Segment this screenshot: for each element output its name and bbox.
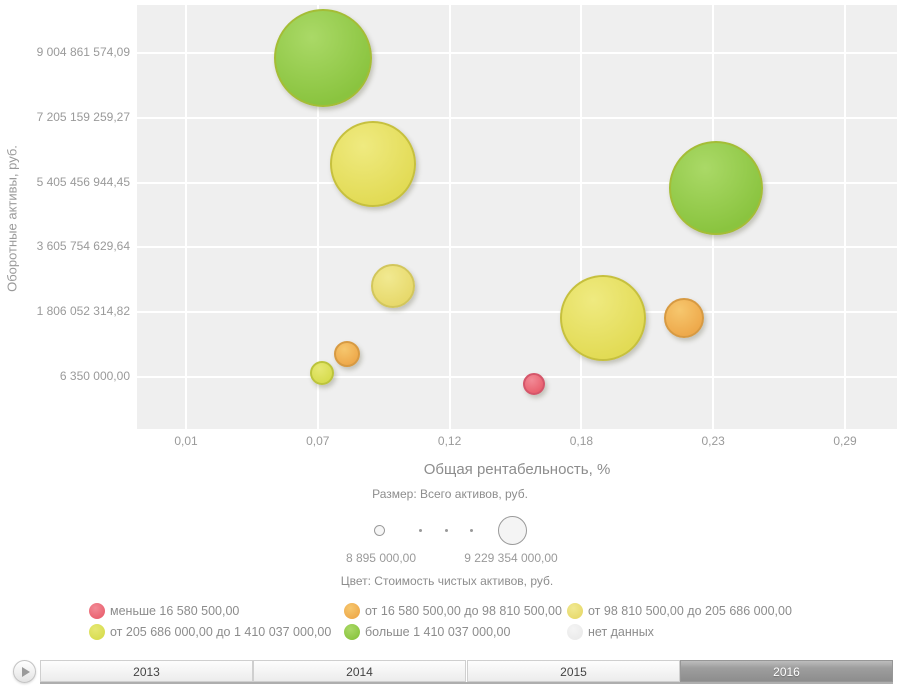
bubble-yellow[interactable] (330, 121, 416, 207)
legend-color-dot-gray (567, 624, 583, 640)
legend-label: от 98 810 500,00 до 205 686 000,00 (588, 604, 792, 618)
y-gridline (137, 311, 897, 314)
legend-label: от 16 580 500,00 до 98 810 500,00 (365, 604, 562, 618)
size-legend-min-value: 8 895 000,00 (345, 551, 417, 565)
timeline-track[interactable]: 2013 2014 2015 2016 (40, 660, 893, 684)
legend-label: меньше 16 580 500,00 (110, 604, 240, 618)
y-gridline (137, 376, 897, 378)
x-tick-label: 0,01 (174, 434, 198, 448)
play-icon (22, 667, 30, 677)
legend-label: больше 1 410 037 000,00 (365, 625, 511, 639)
y-axis-title: Оборотные активы, руб. (4, 145, 20, 292)
timeline-year-2014[interactable]: 2014 (253, 660, 466, 682)
size-legend-dot (445, 529, 448, 532)
x-tick-label: 0,18 (569, 434, 594, 448)
x-axis-title: Общая рентабельность, % (423, 461, 611, 478)
x-tick-label: 0,12 (437, 434, 462, 448)
x-tick-label: 0,07 (306, 434, 330, 448)
bubble-green[interactable] (274, 9, 372, 107)
x-gridline (844, 5, 846, 429)
color-legend-title: Цвет: Стоимость чистых активов, руб. (340, 574, 554, 588)
bubble-yellow[interactable] (560, 275, 646, 361)
x-gridline (316, 5, 319, 429)
y-tick-label: 7 205 159 259,27 (36, 109, 130, 124)
y-tick-label: 6 350 000,00 (59, 369, 130, 383)
y-tick-label: 1 806 052 314,82 (36, 304, 130, 319)
x-tick-label: 0,29 (833, 434, 857, 448)
size-legend-max-value: 9 229 354 000,00 (464, 551, 558, 565)
timeline-play-button[interactable] (13, 660, 36, 683)
x-gridline (580, 5, 583, 429)
y-gridline (137, 246, 897, 249)
size-legend-max-circle (498, 516, 527, 545)
timeline-year-2015[interactable]: 2015 (467, 660, 680, 682)
size-legend-dot (419, 529, 422, 532)
y-tick-label: 3 605 754 629,64 (36, 239, 130, 254)
legend-color-dot-yellow_green (89, 624, 105, 640)
legend-color-dot-orange (344, 603, 360, 619)
legend-color-dot-red (89, 603, 105, 619)
size-legend-glyphs (0, 516, 900, 545)
legend-label: от 205 686 000,00 до 1 410 037 000,00 (110, 625, 332, 639)
size-legend-min-circle (374, 525, 385, 536)
y-gridline (137, 181, 897, 184)
legend-color-dot-green (344, 624, 360, 640)
y-gridline (137, 52, 897, 54)
y-gridline (137, 116, 897, 119)
bubble-pale_yellow[interactable] (371, 264, 415, 308)
legend-color-dot-pale_yellow (567, 603, 583, 619)
y-tick-label: 5 405 456 944,45 (36, 174, 130, 189)
bubble-red[interactable] (523, 373, 545, 395)
x-gridline (185, 5, 187, 429)
size-legend-title: Размер: Всего активов, руб. (372, 487, 528, 501)
plot-area (137, 5, 897, 429)
bubble-orange[interactable] (664, 298, 704, 338)
bubble-yellow_green[interactable] (310, 361, 334, 385)
x-tick-label: 0,23 (701, 434, 725, 448)
legend-label: нет данных (588, 625, 654, 639)
y-tick-label: 9 004 861 574,09 (36, 45, 130, 59)
timeline-year-2013[interactable]: 2013 (40, 660, 253, 682)
bubble-green[interactable] (669, 141, 763, 235)
size-legend-dot (470, 529, 473, 532)
timeline-year-2016[interactable]: 2016 (680, 660, 893, 682)
x-gridline (448, 5, 451, 429)
bubble-orange[interactable] (334, 341, 360, 367)
